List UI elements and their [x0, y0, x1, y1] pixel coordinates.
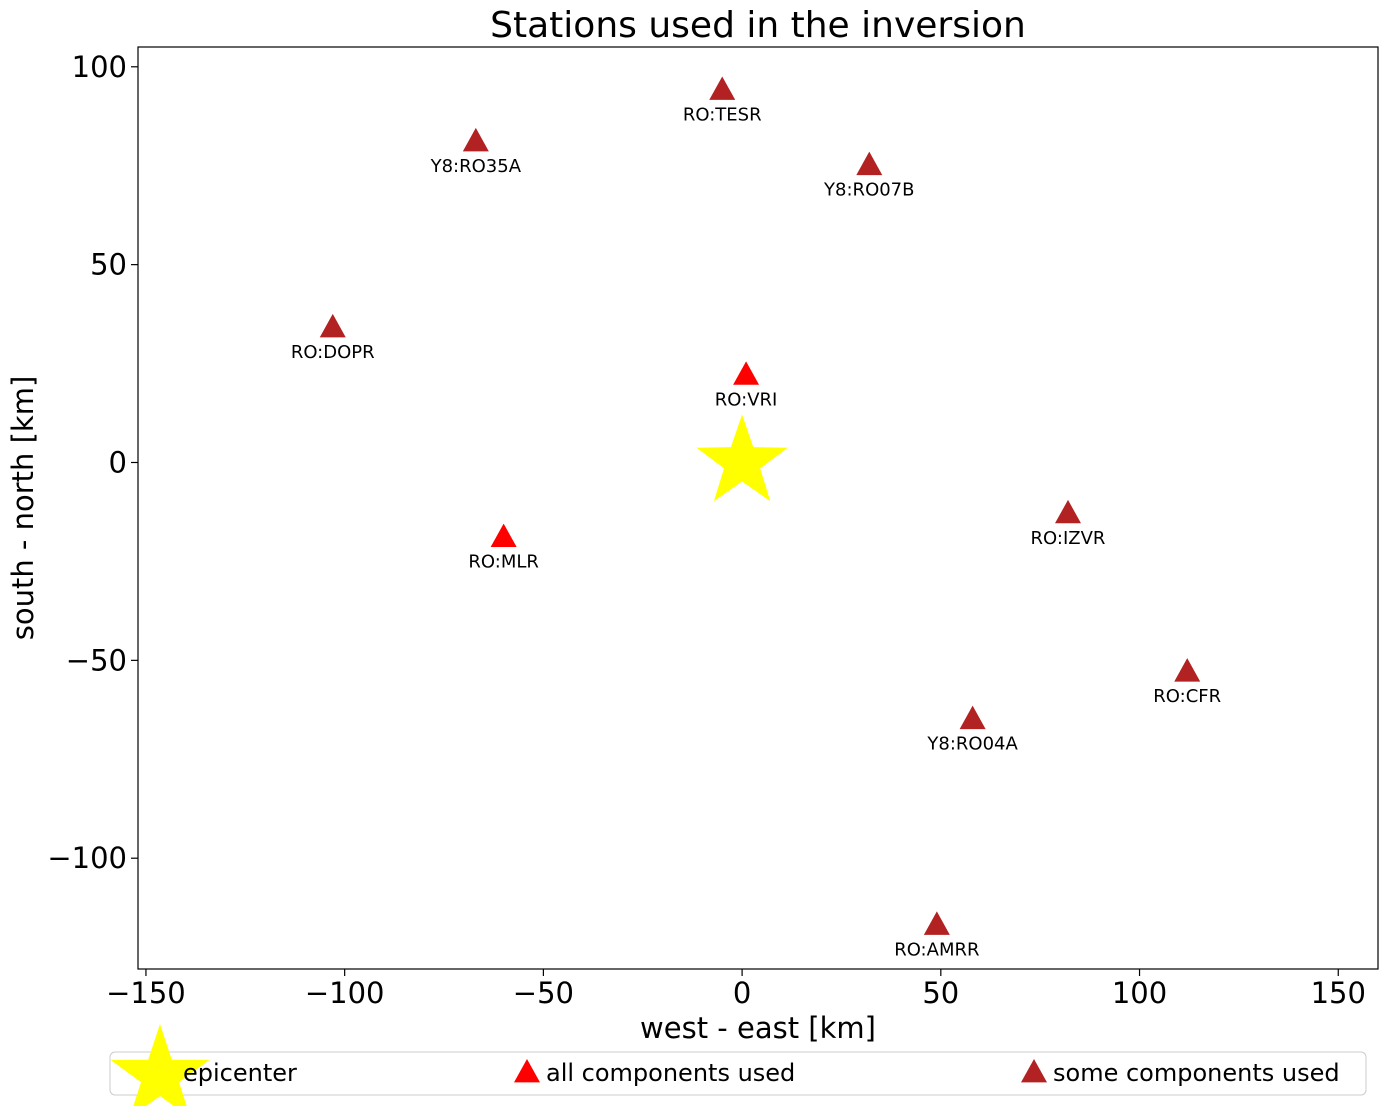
axis-ticks: −150 −100 −50 0 50 100 150 −100 −50 0 50 100: [47, 50, 1366, 1010]
plot-frame: [137, 46, 1379, 970]
station-label: RO:DOPR: [291, 342, 375, 363]
legend-triangle: [1021, 1058, 1047, 1083]
station-label: Y8:RO04A: [926, 734, 1018, 755]
x-tick-label: 150: [1311, 976, 1366, 1010]
x-tick-label: −50: [513, 976, 574, 1010]
station-marker: [959, 705, 986, 730]
station-marker: [490, 523, 517, 548]
y-tick-label: 100: [72, 50, 127, 84]
station-label: RO:VRI: [715, 389, 778, 410]
legend-label: some components used: [1053, 1059, 1340, 1087]
x-tick-label: 0: [733, 976, 751, 1010]
y-tick-label: 0: [109, 445, 127, 479]
station-marker: [856, 151, 883, 176]
y-tick-label: 50: [90, 248, 127, 282]
legend-frame: [109, 1051, 1367, 1096]
legend: epicenter all components used some compone…: [109, 1024, 1367, 1106]
station-label: Y8:RO35A: [430, 156, 522, 177]
legend-label: epicenter: [183, 1059, 297, 1087]
station-label: RO:MLR: [468, 552, 539, 573]
station-marker: [709, 76, 736, 100]
station-marker: [1174, 658, 1201, 682]
station-marker: [462, 127, 489, 152]
epicenter-marker: [696, 414, 788, 502]
x-tick-label: −150: [106, 976, 186, 1010]
x-tick-label: 100: [1112, 976, 1167, 1010]
plot-area: RO:TESR Y8:RO35A Y8:RO07B RO:DOPR RO:VRI RO:I…: [291, 76, 1221, 960]
x-tick-label: −100: [305, 976, 385, 1010]
station-marker: [1055, 499, 1081, 524]
station-label: RO:TESR: [683, 105, 762, 126]
station-label: RO:AMRR: [894, 939, 979, 960]
legend-epicenter-star: [110, 1024, 210, 1106]
station-label: Y8:RO07B: [823, 180, 914, 201]
y-axis-label: south - north [km]: [6, 376, 40, 641]
station-marker: [923, 911, 950, 935]
legend-triangle: [514, 1058, 540, 1083]
chart-title: Stations used in the inversion: [490, 5, 1026, 46]
station-label: RO:IZVR: [1031, 528, 1106, 549]
station-label: RO:CFR: [1153, 686, 1221, 707]
station-marker: [319, 313, 346, 338]
station-marker: [733, 361, 760, 385]
x-axis-label: west - east [km]: [640, 1011, 876, 1045]
legend-label: all components used: [546, 1059, 795, 1087]
y-tick-label: −100: [47, 841, 127, 875]
y-tick-label: −50: [66, 643, 127, 677]
x-tick-label: 50: [922, 976, 959, 1010]
